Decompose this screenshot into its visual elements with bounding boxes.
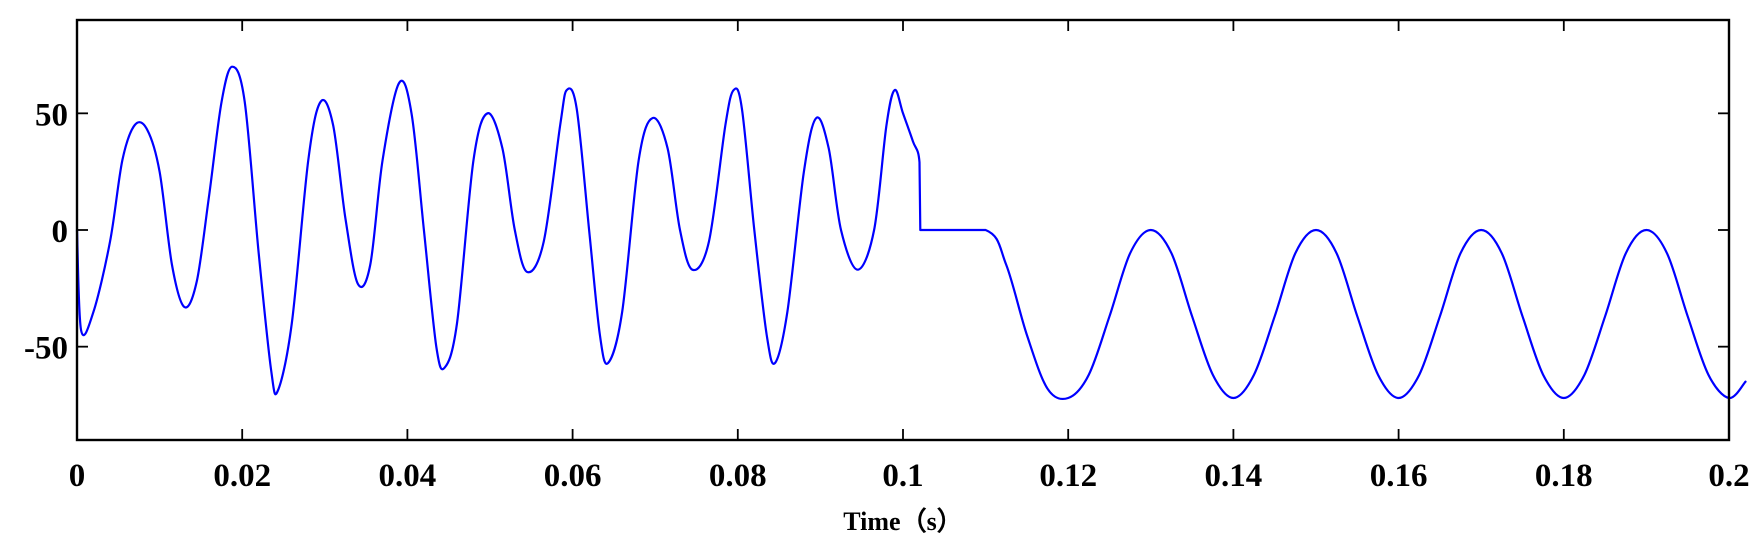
x-axis-label: Time（s）	[843, 507, 962, 536]
y-tick-label: 50	[35, 97, 68, 133]
x-tick-label: 0.16	[1370, 458, 1428, 494]
y-tick-label: -50	[24, 331, 68, 367]
x-tick-label: 0.02	[213, 458, 271, 494]
axes-frame	[75, 18, 1731, 442]
y-tick-label: 0	[52, 214, 69, 250]
plot-area	[75, 65, 1747, 401]
x-tick-label: 0	[69, 458, 86, 494]
x-tick-label: 0.04	[379, 458, 437, 494]
x-tick-label: 0.18	[1535, 458, 1593, 494]
tick-labels: 0 0.02 0.04 0.06 0.08 0.1 0.12 0.14 0.16 0.18 0.2 5…	[24, 97, 1750, 494]
x-tick-label: 0.14	[1205, 458, 1263, 494]
series-line-0	[75, 65, 1747, 401]
x-tick-label: 0.1	[882, 458, 923, 494]
x-tick-label: 0.12	[1039, 458, 1097, 494]
x-tick-label: 0.06	[544, 458, 602, 494]
x-tick-label: 0.2	[1708, 458, 1749, 494]
x-tick-label: 0.08	[709, 458, 767, 494]
